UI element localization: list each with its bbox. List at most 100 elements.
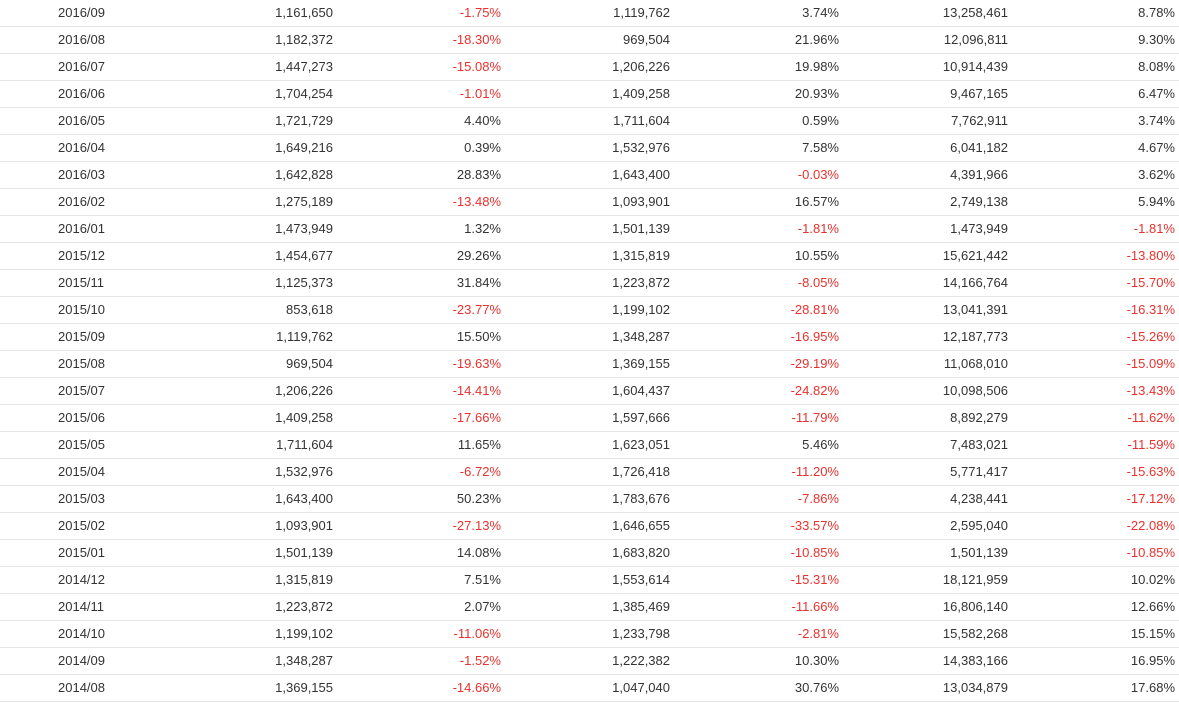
table-row: 2016/03 1,642,828 28.83% 1,643,400 -0.03% 4,3…	[0, 161, 1179, 189]
period-cell: 2016/05	[0, 107, 170, 135]
change-cell: -1.52%	[334, 647, 503, 675]
cumulative-cell: 14,383,166	[841, 647, 1010, 675]
change-cell: 50.23%	[334, 485, 503, 513]
value-cell: 1,206,226	[503, 53, 672, 81]
cumulative-change-cell: 12.66%	[1010, 593, 1179, 621]
cumulative-change-cell: -15.63%	[1010, 458, 1179, 486]
value-cell: 1,532,976	[170, 458, 334, 486]
value-cell: 1,348,287	[503, 323, 672, 351]
cumulative-change-cell: -1.81%	[1010, 215, 1179, 243]
cumulative-change-cell: -11.59%	[1010, 431, 1179, 459]
value-cell: 1,643,400	[503, 161, 672, 189]
period-cell: 2015/08	[0, 350, 170, 378]
period-cell: 2015/03	[0, 485, 170, 513]
value-cell: 1,369,155	[503, 350, 672, 378]
value-cell: 1,119,762	[503, 0, 672, 27]
cumulative-cell: 6,041,182	[841, 134, 1010, 162]
value-cell: 1,223,872	[503, 269, 672, 297]
change-cell: -1.75%	[334, 0, 503, 27]
value-cell: 1,721,729	[170, 107, 334, 135]
cumulative-change-cell: 3.74%	[1010, 107, 1179, 135]
period-cell: 2014/09	[0, 647, 170, 675]
change-cell: -27.13%	[334, 512, 503, 540]
value-cell: 1,125,373	[170, 269, 334, 297]
value-cell: 1,646,655	[503, 512, 672, 540]
change-cell: 10.55%	[672, 242, 841, 270]
table-row: 2014/12 1,315,819 7.51% 1,553,614 -15.31% 18,…	[0, 566, 1179, 594]
cumulative-change-cell: 15.15%	[1010, 620, 1179, 648]
value-cell: 1,704,254	[170, 80, 334, 108]
value-cell: 1,206,226	[170, 377, 334, 405]
change-cell: 4.40%	[334, 107, 503, 135]
change-cell: -16.95%	[672, 323, 841, 351]
period-cell: 2016/08	[0, 26, 170, 54]
change-cell: -2.81%	[672, 620, 841, 648]
cumulative-change-cell: -22.08%	[1010, 512, 1179, 540]
change-cell: 21.96%	[672, 26, 841, 54]
value-cell: 1,315,819	[170, 566, 334, 594]
change-cell: -17.66%	[334, 404, 503, 432]
change-cell: -18.30%	[334, 26, 503, 54]
period-cell: 2015/11	[0, 269, 170, 297]
cumulative-cell: 7,762,911	[841, 107, 1010, 135]
change-cell: 7.58%	[672, 134, 841, 162]
value-cell: 1,199,102	[170, 620, 334, 648]
change-cell: 19.98%	[672, 53, 841, 81]
cumulative-cell: 11,068,010	[841, 350, 1010, 378]
value-cell: 1,783,676	[503, 485, 672, 513]
cumulative-change-cell: -15.70%	[1010, 269, 1179, 297]
cumulative-change-cell: 6.47%	[1010, 80, 1179, 108]
change-cell: -14.66%	[334, 674, 503, 702]
cumulative-cell: 13,041,391	[841, 296, 1010, 324]
value-cell: 1,222,382	[503, 647, 672, 675]
table-row: 2014/09 1,348,287 -1.52% 1,222,382 10.30% 14,…	[0, 647, 1179, 675]
value-cell: 1,726,418	[503, 458, 672, 486]
value-cell: 1,385,469	[503, 593, 672, 621]
value-cell: 1,161,650	[170, 0, 334, 27]
period-cell: 2014/08	[0, 674, 170, 702]
cumulative-change-cell: -13.43%	[1010, 377, 1179, 405]
cumulative-cell: 9,467,165	[841, 80, 1010, 108]
change-cell: -11.66%	[672, 593, 841, 621]
change-cell: -23.77%	[334, 296, 503, 324]
cumulative-cell: 8,892,279	[841, 404, 1010, 432]
change-cell: -10.85%	[672, 539, 841, 567]
period-cell: 2015/04	[0, 458, 170, 486]
cumulative-cell: 16,806,140	[841, 593, 1010, 621]
value-cell: 1,711,604	[170, 431, 334, 459]
period-cell: 2015/10	[0, 296, 170, 324]
cumulative-cell: 2,595,040	[841, 512, 1010, 540]
value-cell: 1,233,798	[503, 620, 672, 648]
change-cell: -28.81%	[672, 296, 841, 324]
value-cell: 1,093,901	[503, 188, 672, 216]
period-cell: 2016/04	[0, 134, 170, 162]
cumulative-change-cell: 9.30%	[1010, 26, 1179, 54]
period-cell: 2015/07	[0, 377, 170, 405]
table-row: 2016/09 1,161,650 -1.75% 1,119,762 3.74% 13,2…	[0, 0, 1179, 27]
change-cell: -11.79%	[672, 404, 841, 432]
cumulative-change-cell: -15.09%	[1010, 350, 1179, 378]
period-cell: 2015/01	[0, 539, 170, 567]
value-cell: 1,447,273	[170, 53, 334, 81]
value-cell: 1,409,258	[170, 404, 334, 432]
change-cell: 30.76%	[672, 674, 841, 702]
change-cell: -19.63%	[334, 350, 503, 378]
value-cell: 1,275,189	[170, 188, 334, 216]
value-cell: 1,409,258	[503, 80, 672, 108]
cumulative-change-cell: -15.26%	[1010, 323, 1179, 351]
value-cell: 1,597,666	[503, 404, 672, 432]
change-cell: 14.08%	[334, 539, 503, 567]
value-cell: 1,683,820	[503, 539, 672, 567]
change-cell: -1.01%	[334, 80, 503, 108]
cumulative-cell: 5,771,417	[841, 458, 1010, 486]
change-cell: 20.93%	[672, 80, 841, 108]
cumulative-change-cell: 5.94%	[1010, 188, 1179, 216]
period-cell: 2015/05	[0, 431, 170, 459]
cumulative-cell: 18,121,959	[841, 566, 1010, 594]
table-row: 2015/10 853,618 -23.77% 1,199,102 -28.81% 13,…	[0, 296, 1179, 324]
cumulative-change-cell: -10.85%	[1010, 539, 1179, 567]
cumulative-cell: 15,582,268	[841, 620, 1010, 648]
change-cell: -8.05%	[672, 269, 841, 297]
